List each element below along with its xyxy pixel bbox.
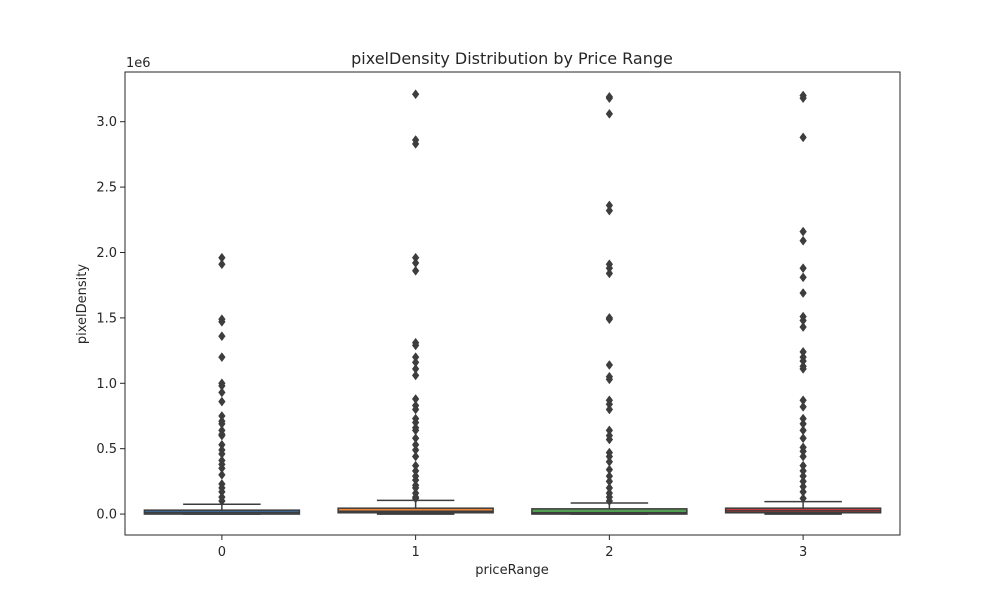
y-tick-label: 0.0	[96, 508, 117, 523]
outlier-point	[218, 316, 226, 327]
y-tick-label: 2.0	[96, 246, 117, 261]
outlier-point	[605, 404, 614, 415]
y-tick-label: 1.5	[96, 311, 117, 326]
outlier-point	[605, 268, 614, 279]
x-tick-label: 2	[605, 545, 613, 560]
y-tick-label: 3.0	[96, 115, 117, 130]
outlier-point	[411, 265, 420, 276]
outlier-point	[605, 434, 614, 445]
y-axis-label: pixelDensity	[75, 264, 90, 344]
outlier-point	[411, 493, 420, 504]
outlier-point	[605, 360, 614, 370]
y-tick-label: 0.5	[96, 442, 117, 457]
outlier-point	[218, 352, 226, 363]
x-tick-label: 0	[218, 545, 226, 560]
outlier-point	[799, 288, 807, 298]
x-tick-label: 3	[799, 545, 807, 560]
outlier-point	[411, 340, 420, 351]
y-scale-label: 1e6	[126, 56, 151, 71]
outlier-point	[218, 259, 226, 270]
outlier-point	[411, 139, 420, 149]
outlier-point	[799, 272, 807, 283]
plot-layer: 0.0 0.5 1.0 1.5 2.0 2.5 3.0 0 1 2 3	[96, 89, 882, 560]
y-tick-label: 2.5	[96, 181, 117, 196]
outlier-point	[799, 93, 807, 104]
plot-frame	[124, 71, 901, 536]
outlier-point	[799, 493, 807, 504]
outlier-point	[799, 235, 807, 246]
outlier-point	[605, 205, 614, 216]
outlier-point	[605, 93, 614, 104]
chart-title: pixelDensity Distribution by Price Range	[351, 49, 673, 68]
outlier-point	[605, 496, 614, 506]
outlier-point	[605, 374, 614, 385]
outlier-point	[218, 396, 226, 407]
outlier-point	[799, 401, 807, 412]
outlier-point	[218, 331, 226, 342]
outlier-point	[218, 496, 226, 506]
outlier-point	[605, 108, 614, 119]
outlier-point	[411, 370, 420, 381]
y-tick-label: 1.0	[96, 377, 117, 392]
outlier-point	[799, 322, 807, 332]
outlier-point	[799, 132, 807, 143]
outlier-point	[411, 89, 420, 100]
outlier-point	[799, 363, 807, 374]
x-axis-label: priceRange	[475, 563, 549, 578]
box-body	[531, 508, 688, 515]
x-tick-label: 1	[411, 545, 419, 560]
outlier-point	[605, 314, 614, 325]
